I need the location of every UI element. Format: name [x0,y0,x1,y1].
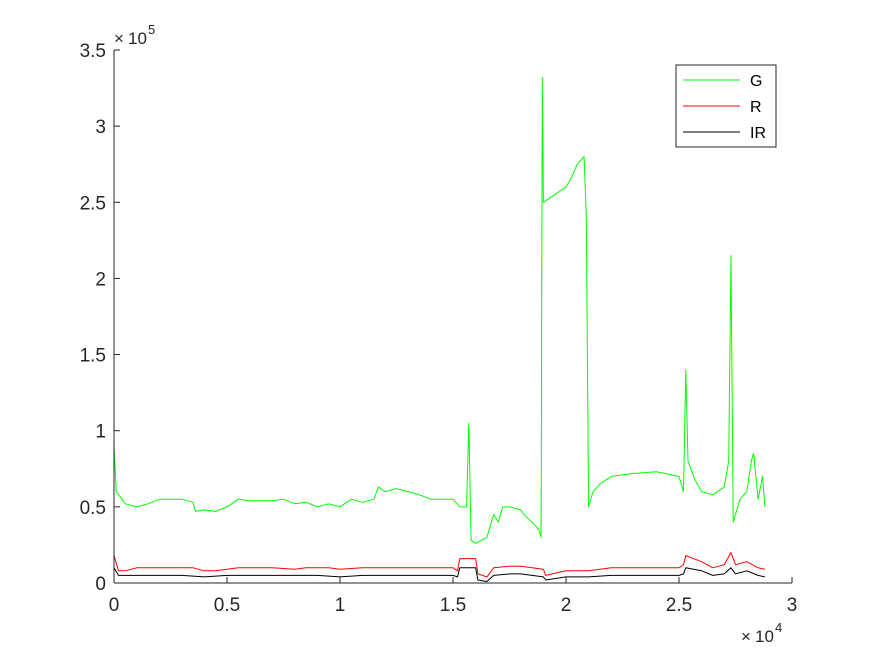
ticks: 0 0.5 1 1.5 2 2.5 3 0 0.5 1 1.5 2 2.5 3 3.5 [80,41,798,616]
y-tick-label: 2.5 [80,193,106,214]
x-tick-label: 1 [335,595,346,616]
legend: G R IR [675,64,777,148]
x-tick-label: 2.5 [666,595,692,616]
x-tick-label: 2 [561,595,572,616]
y-tick-label: 0 [95,574,106,595]
y-tick-label: 0.5 [80,498,106,519]
y-exponent-base: 10 [128,29,147,48]
series-line-r [113,552,766,578]
plot-lines [113,76,766,582]
y-exponent-times: × [114,29,124,48]
y-tick-label: 3 [95,117,106,138]
legend-label-g: G [750,73,762,90]
x-tick-label: 1.5 [440,595,466,616]
y-tick-label: 2 [95,269,106,290]
y-exponent: × 10 5 [114,22,155,48]
y-tick-label: 1.5 [80,346,106,367]
series-line-g [113,76,766,544]
y-tick-label: 3.5 [80,41,106,62]
y-tick-label: 1 [95,422,106,443]
series-line-ir [113,567,766,582]
x-exponent-power: 4 [775,620,782,635]
x-tick-label: 0.5 [214,595,240,616]
legend-label-ir: IR [750,125,766,142]
y-exponent-power: 5 [148,22,155,37]
legend-label-r: R [750,99,762,116]
x-exponent: × 10 4 [741,620,782,646]
x-exponent-times: × [741,627,751,646]
x-tick-label: 3 [787,595,798,616]
x-tick-label: 0 [109,595,120,616]
x-exponent-base: 10 [755,627,774,646]
